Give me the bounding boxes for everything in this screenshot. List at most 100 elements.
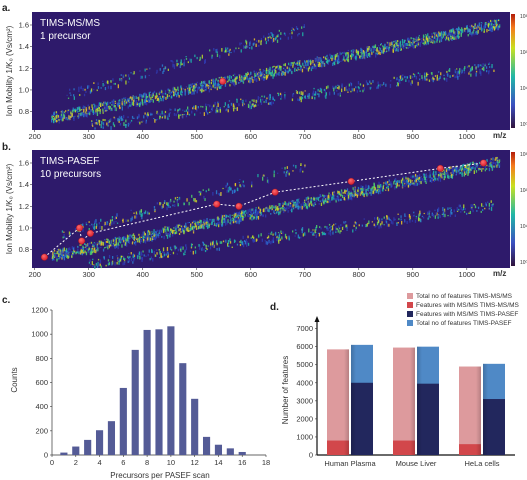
ion-signal xyxy=(372,186,375,189)
ion-signal xyxy=(370,188,372,192)
ion-signal xyxy=(382,50,384,54)
ion-signal xyxy=(216,109,218,113)
ion-signal xyxy=(297,198,299,203)
ion-signal xyxy=(128,237,130,240)
ion-signal xyxy=(450,34,452,38)
ion-signal xyxy=(198,225,201,228)
ion-signal xyxy=(488,167,491,172)
ion-signal xyxy=(163,92,165,95)
ion-signal xyxy=(94,122,96,125)
ion-signal xyxy=(283,63,285,66)
ion-signal xyxy=(224,222,227,226)
ion-signal xyxy=(363,87,365,91)
ion-signal xyxy=(371,221,373,223)
ion-signal xyxy=(466,166,468,168)
ion-signal xyxy=(247,215,249,218)
panel-c-xlabel: Precursors per PASEF scan xyxy=(110,471,209,480)
ion-signal xyxy=(135,95,137,98)
ion-signal xyxy=(458,170,460,173)
ion-signal xyxy=(132,102,135,106)
ion-signal xyxy=(481,28,483,31)
ion-signal xyxy=(433,179,435,182)
ion-signal xyxy=(324,195,326,197)
ion-signal xyxy=(314,96,316,100)
ion-signal xyxy=(478,167,480,170)
ion-signal xyxy=(334,59,337,62)
ion-signal xyxy=(148,92,150,96)
ion-signal xyxy=(166,94,169,98)
category-label: Mouse Liver xyxy=(396,459,437,468)
ion-signal xyxy=(474,23,476,25)
ion-signal xyxy=(328,198,330,201)
ion-signal xyxy=(260,211,262,216)
ion-signal xyxy=(180,61,182,66)
ion-signal xyxy=(415,183,418,187)
ion-signal xyxy=(327,85,329,89)
ion-signal xyxy=(170,249,173,251)
ion-signal xyxy=(90,109,92,112)
ion-signal xyxy=(193,105,195,108)
ion-signal xyxy=(306,67,308,70)
ion-signal xyxy=(389,219,391,221)
ion-signal xyxy=(77,110,79,113)
ion-signal xyxy=(71,255,73,258)
ion-signal xyxy=(332,191,334,195)
ion-signal xyxy=(471,32,473,35)
ion-signal xyxy=(199,112,201,114)
ion-signal xyxy=(143,254,145,257)
ion-signal xyxy=(492,205,494,207)
ion-signal xyxy=(105,81,107,84)
ion-signal xyxy=(489,28,491,31)
ion-signal xyxy=(171,229,173,233)
legend-label: Total no of features TIMS-MS/MS xyxy=(416,293,513,300)
ion-signal xyxy=(461,167,463,170)
ion-signal xyxy=(284,63,286,67)
ion-signal xyxy=(93,264,95,266)
ion-signal xyxy=(374,44,377,48)
ion-signal xyxy=(223,214,225,217)
ion-signal xyxy=(470,205,472,210)
ion-signal xyxy=(445,36,448,40)
ion-signal xyxy=(193,220,195,223)
ion-signal xyxy=(228,50,231,54)
ion-signal xyxy=(240,77,242,79)
ion-signal xyxy=(131,242,134,245)
ion-signal xyxy=(255,214,258,216)
ion-signal xyxy=(93,224,95,226)
ion-signal xyxy=(289,69,292,72)
ion-signal xyxy=(167,88,170,91)
ion-signal xyxy=(449,68,451,72)
ion-signal xyxy=(338,199,340,202)
ion-signal xyxy=(189,91,191,94)
ion-signal xyxy=(262,77,265,81)
ion-signal xyxy=(128,101,131,104)
ion-signal xyxy=(454,69,456,73)
ion-signal xyxy=(295,165,297,169)
ion-signal xyxy=(107,107,110,109)
ion-signal xyxy=(464,208,466,211)
panel-b-y-axis: 0.81.01.21.41.6 xyxy=(19,158,32,254)
ion-signal xyxy=(350,190,352,194)
ion-signal xyxy=(241,100,243,102)
ion-signal xyxy=(378,218,381,222)
ion-signal xyxy=(488,164,490,167)
ion-signal xyxy=(180,246,183,250)
ion-signal xyxy=(62,247,64,250)
ion-signal xyxy=(279,72,281,76)
ion-signal xyxy=(160,254,162,258)
ion-signal xyxy=(107,107,109,110)
ion-signal xyxy=(375,190,377,194)
ion-signal xyxy=(109,222,111,226)
ion-signal xyxy=(253,70,255,73)
ion-signal xyxy=(288,203,290,207)
ion-signal xyxy=(443,32,445,36)
ion-signal xyxy=(318,202,320,205)
ion-signal xyxy=(133,254,136,257)
ion-signal xyxy=(408,75,411,78)
ion-signal xyxy=(252,79,254,83)
ion-signal xyxy=(231,81,233,85)
ion-signal xyxy=(72,107,74,112)
ion-signal xyxy=(390,181,392,185)
histogram-bar xyxy=(119,387,127,455)
